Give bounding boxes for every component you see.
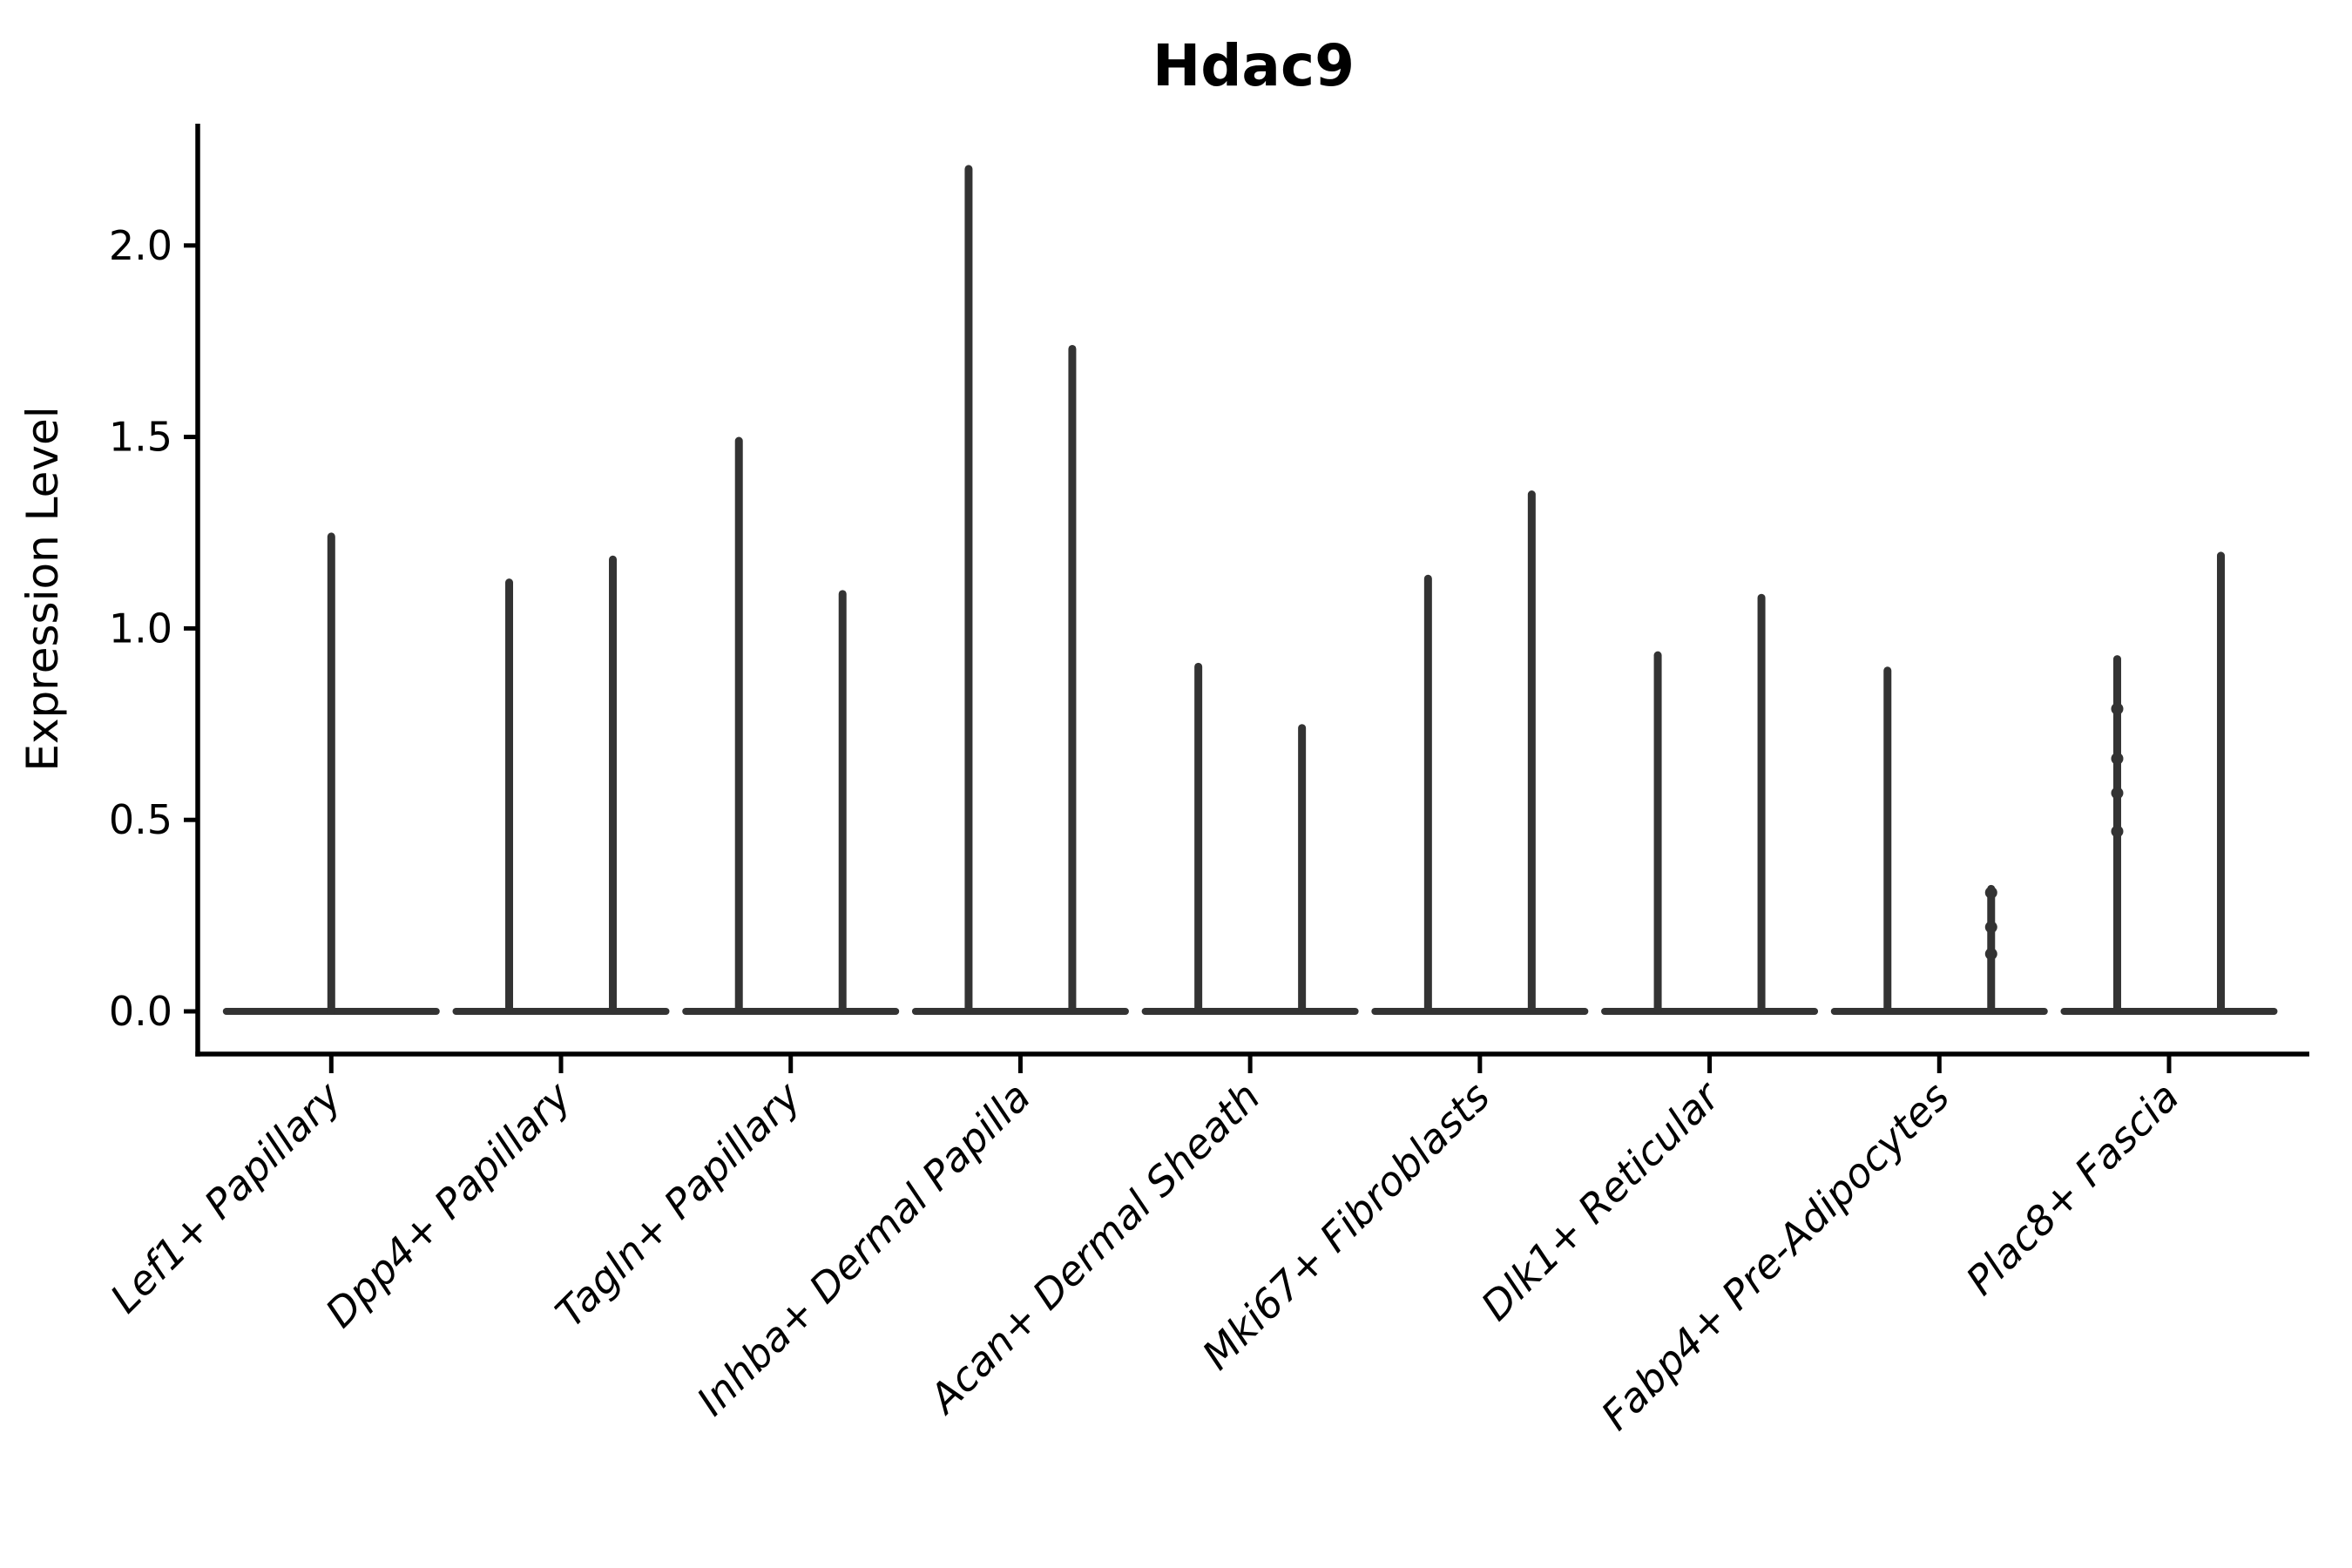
jitter-dot xyxy=(2111,752,2124,765)
jitter-dot xyxy=(1984,886,1997,899)
y-tick-label: 0.0 xyxy=(109,988,172,1035)
y-tick-label: 1.5 xyxy=(109,414,172,461)
y-tick-label: 1.0 xyxy=(109,605,172,652)
jitter-dot xyxy=(2111,702,2124,715)
x-tick-label: Plac8+ Fascia xyxy=(1957,1073,2187,1304)
x-tick-label: Dlk1+ Reticular xyxy=(1472,1071,1731,1329)
y-tick-label: 0.5 xyxy=(109,796,172,843)
y-axis-label: Expression Level xyxy=(17,406,68,771)
y-tick-label: 2.0 xyxy=(109,222,172,269)
chart-title: Hdac9 xyxy=(1152,32,1355,99)
jitter-dot xyxy=(1984,921,1997,934)
jitter-dot xyxy=(2111,787,2124,800)
x-tick-label: Tagln+ Papillary xyxy=(546,1072,810,1336)
x-tick-label: Lef1+ Papillary xyxy=(101,1072,350,1321)
axes-layer xyxy=(184,124,2309,1073)
jitter-dot xyxy=(1984,948,1997,961)
x-tick-label: Dpp4+ Papillary xyxy=(316,1072,580,1336)
violins-layer xyxy=(222,165,2278,1015)
jitter-dot xyxy=(2111,825,2124,838)
